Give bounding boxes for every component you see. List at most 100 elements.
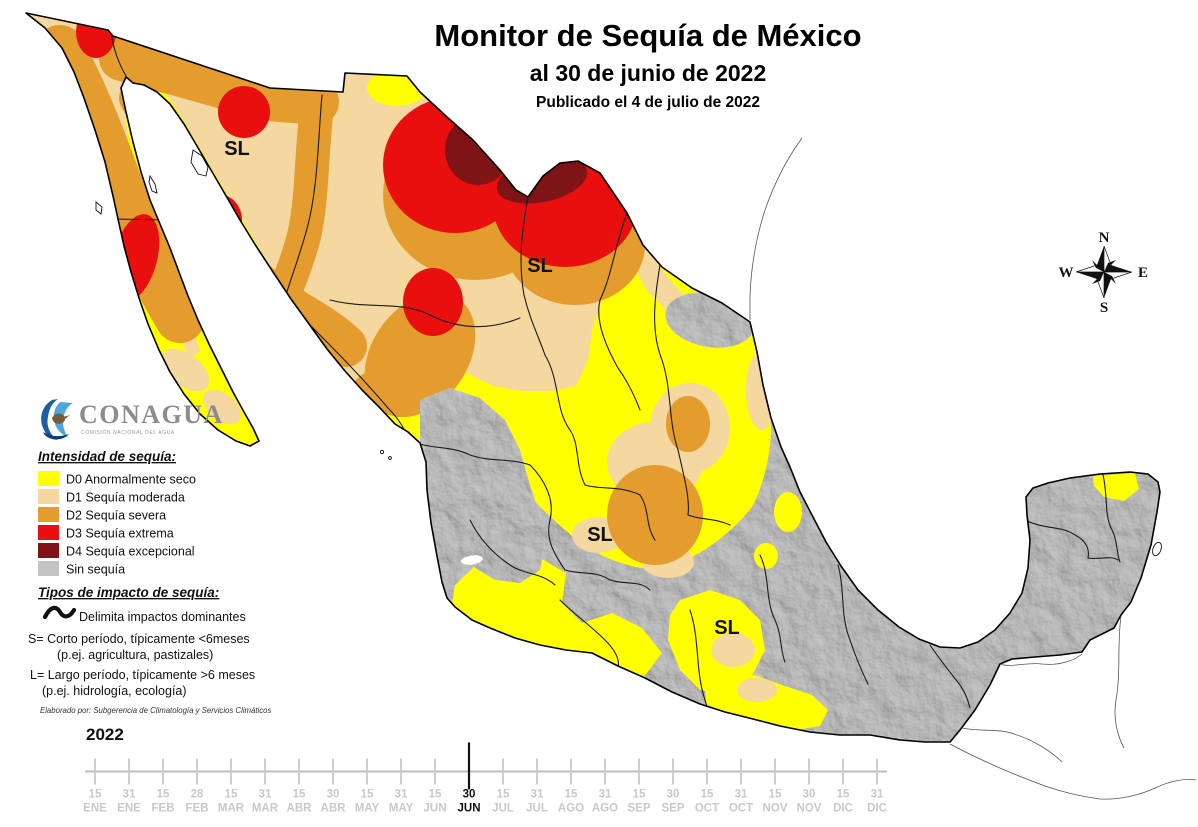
legend-label-d1: D1 Sequía moderada bbox=[66, 491, 185, 505]
texas-coastline bbox=[749, 137, 803, 320]
timeline-tick: 31 MAR bbox=[252, 758, 279, 815]
svg-text:DIC: DIC bbox=[833, 803, 853, 815]
svg-text:FEB: FEB bbox=[186, 803, 209, 815]
legend-label-d0: D0 Anormalmente seco bbox=[66, 473, 196, 487]
legend-row-d0: D0 Anormalmente seco bbox=[38, 471, 196, 487]
svg-text:15: 15 bbox=[89, 789, 102, 801]
svg-text:DIC: DIC bbox=[867, 803, 887, 815]
conagua-tagline: COMISIÓN NACIONAL DEL AGUA bbox=[81, 429, 175, 436]
isla-cozumel bbox=[1152, 541, 1162, 557]
svg-text:15: 15 bbox=[225, 789, 238, 801]
svg-text:NOV: NOV bbox=[763, 803, 788, 815]
timeline-tick-current: 30 JUN bbox=[457, 742, 481, 815]
timeline-tick: 15 MAY bbox=[355, 758, 380, 815]
compass-star-icon bbox=[1075, 245, 1133, 299]
isla-angel-de-la-guarda bbox=[148, 174, 158, 194]
svg-text:30: 30 bbox=[803, 789, 816, 801]
map-label-sl-sonora: SL bbox=[224, 138, 250, 160]
svg-text:MAY: MAY bbox=[355, 803, 380, 815]
svg-text:OCT: OCT bbox=[695, 803, 719, 815]
svg-text:ENE: ENE bbox=[83, 803, 107, 815]
impact-title: Tipos de impacto de sequía: bbox=[38, 585, 219, 600]
compass-east-label: E bbox=[1138, 265, 1148, 281]
impact-long-line2: (p.ej. hidrología, ecología) bbox=[42, 684, 187, 698]
timeline-year: 2022 bbox=[86, 725, 124, 744]
legend-swatch-d3 bbox=[38, 525, 59, 540]
impact-types-section: Tipos de impacto de sequía: Delimita imp… bbox=[28, 585, 272, 715]
svg-text:31: 31 bbox=[259, 789, 272, 801]
svg-text:SEP: SEP bbox=[661, 803, 684, 815]
svg-text:31: 31 bbox=[123, 789, 136, 801]
timeline-tick: 15 NOV bbox=[763, 758, 788, 815]
conagua-wordmark: CONAGUA bbox=[79, 400, 224, 429]
svg-text:MAR: MAR bbox=[252, 803, 279, 815]
svg-text:31: 31 bbox=[395, 789, 408, 801]
svg-text:AGO: AGO bbox=[558, 803, 584, 815]
legend-swatch-d1 bbox=[38, 489, 59, 504]
impact-short-line2: (p.ej. agricultura, pastizales) bbox=[57, 648, 213, 662]
published-date: Publicado el 4 de julio de 2022 bbox=[536, 94, 760, 111]
date-timeline: 2022 15 ENE 31 ENE 15 FEB 28 FEB 15 MAR 31 MAR… bbox=[83, 725, 887, 815]
conagua-logo: CONAGUA COMISIÓN NACIONAL DEL AGUA bbox=[41, 399, 224, 440]
svg-text:31: 31 bbox=[531, 789, 544, 801]
timeline-tick: 31 JUL bbox=[526, 758, 548, 815]
svg-text:JUL: JUL bbox=[526, 803, 548, 815]
svg-text:MAY: MAY bbox=[389, 803, 414, 815]
impact-delimiter-label: Delimita impactos dominantes bbox=[79, 610, 246, 624]
legend-row-d1: D1 Sequía moderada bbox=[38, 489, 185, 505]
timeline-tick: 31 MAY bbox=[389, 758, 414, 815]
svg-text:30: 30 bbox=[667, 789, 680, 801]
svg-text:MAR: MAR bbox=[218, 803, 245, 815]
timeline-tick: 31 OCT bbox=[729, 758, 753, 815]
timeline-tick: 30 SEP bbox=[661, 758, 685, 815]
timeline-tick: 15 FEB bbox=[152, 758, 175, 815]
timeline-tick: 15 OCT bbox=[695, 758, 719, 815]
islas-marias bbox=[379, 449, 385, 455]
legend-row-no-drought: Sin sequía bbox=[38, 561, 125, 577]
timeline-tick: 30 NOV bbox=[797, 758, 822, 815]
guatemala-inland-line bbox=[961, 727, 1063, 763]
guatemala-pacific-coastline bbox=[949, 743, 1197, 800]
svg-text:31: 31 bbox=[871, 789, 884, 801]
svg-text:15: 15 bbox=[633, 789, 646, 801]
d1-region-north bbox=[26, 13, 685, 401]
svg-text:15: 15 bbox=[157, 789, 170, 801]
isla-cedros bbox=[95, 201, 103, 215]
svg-text:15: 15 bbox=[497, 789, 510, 801]
timeline-tick: 15 MAR bbox=[218, 758, 245, 815]
legend-title: Intensidad de sequía: bbox=[38, 449, 176, 464]
timeline-tick: 15 AGO bbox=[558, 758, 584, 815]
timeline-tick: 15 SEP bbox=[627, 758, 651, 815]
legend-row-d2: D2 Sequía severa bbox=[38, 507, 166, 523]
compass-rose: N E S W bbox=[1059, 230, 1149, 316]
svg-text:31: 31 bbox=[599, 789, 612, 801]
foreign-coastlines bbox=[749, 137, 1197, 800]
islands bbox=[95, 149, 1162, 557]
lake-chapala bbox=[461, 555, 483, 565]
legend-swatch-d4 bbox=[38, 543, 59, 558]
page-subtitle-date: al 30 de junio de 2022 bbox=[530, 60, 767, 86]
islas-marias-2 bbox=[388, 456, 392, 460]
svg-text:15: 15 bbox=[293, 789, 306, 801]
timeline-tick: 31 ENE bbox=[117, 758, 141, 815]
svg-text:FEB: FEB bbox=[152, 803, 175, 815]
title-block: Monitor de Sequía de México al 30 de jun… bbox=[434, 18, 861, 111]
svg-text:OCT: OCT bbox=[729, 803, 753, 815]
svg-text:30: 30 bbox=[463, 789, 476, 801]
legend-label-d3: D3 Sequía extrema bbox=[66, 527, 174, 541]
svg-text:JUN: JUN bbox=[423, 803, 446, 815]
timeline-tick: 30 ABR bbox=[321, 758, 346, 815]
impact-delimiter-squiggle-icon bbox=[42, 605, 77, 620]
impact-labels: SL SL SL SL bbox=[224, 138, 740, 639]
svg-text:SEP: SEP bbox=[627, 803, 650, 815]
attribution-text: Elaborado por: Subgerencia de Climatolog… bbox=[40, 706, 272, 715]
timeline-tick: 15 ABR bbox=[287, 758, 312, 815]
timeline-tick: 28 FEB bbox=[186, 758, 209, 815]
svg-text:15: 15 bbox=[837, 789, 850, 801]
compass-south-label: S bbox=[1100, 300, 1108, 316]
timeline-tick: 15 DIC bbox=[833, 758, 853, 815]
isla-tiburon bbox=[190, 149, 209, 177]
legend-label-d2: D2 Sequía severa bbox=[66, 509, 166, 523]
impact-short-line1: S= Corto período, típicamente <6meses bbox=[28, 632, 250, 646]
